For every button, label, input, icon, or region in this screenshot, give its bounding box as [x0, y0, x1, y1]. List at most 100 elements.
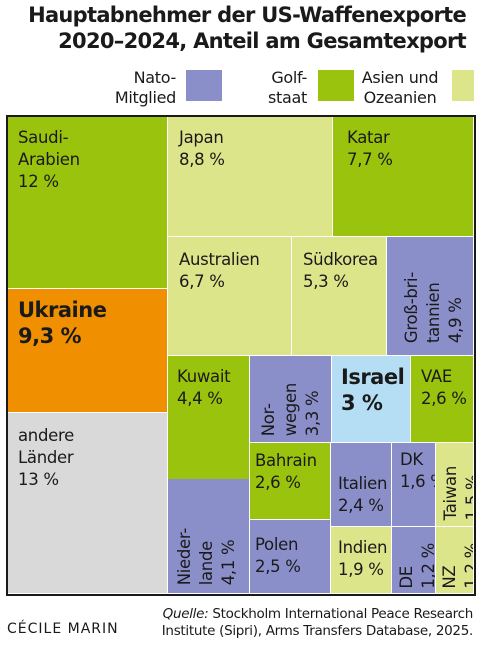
- tile-suedkorea: Südkorea 5,3 %: [292, 237, 387, 356]
- tile-label-katar: Katar 7,7 %: [347, 127, 393, 171]
- tile-value-ukraine: 9,3 %: [18, 324, 82, 348]
- tile-name-norwegen-1: Nor-: [259, 403, 278, 436]
- tile-name-vae: VAE: [421, 367, 453, 386]
- tile-value-bahrain: 2,6 %: [255, 473, 301, 492]
- legend-asia-line-2: Ozeanien: [363, 88, 437, 107]
- tile-japan: Japan 8,8 %: [168, 117, 333, 237]
- tile-label-indien: Indien 1,9 %: [338, 537, 388, 581]
- source-note: Quelle: Stockholm International Peace Re…: [143, 606, 474, 640]
- tile-de: DE 1,2 %: [392, 527, 436, 594]
- legend-nato-line-1: Nato-: [133, 68, 177, 87]
- tile-label-de: DE 1,2 %: [396, 543, 436, 589]
- tile-value-nz: 1,2 %: [462, 543, 474, 589]
- tile-value-australien: 6,7 %: [179, 272, 225, 291]
- tile-label-bahrain: Bahrain 2,6 %: [255, 450, 317, 494]
- tile-value-saudi: 12 %: [18, 172, 59, 191]
- tile-label-polen: Polen 2,5 %: [255, 534, 301, 578]
- tile-name-indien: Indien: [338, 538, 388, 557]
- tile-name-australien: Australien: [179, 250, 260, 269]
- tile-value-polen: 2,5 %: [255, 557, 301, 576]
- tile-name-gb-1: Groß-bri-: [402, 271, 421, 343]
- chart-title-line-1: Hauptabnehmer der US-Waffenexporte: [28, 3, 467, 27]
- chart-title-line-2: 2020–2024, Anteil am Gesamtexport: [58, 29, 467, 53]
- legend-nato-swatch: [186, 70, 222, 101]
- tile-bahrain: Bahrain 2,6 %: [250, 443, 331, 520]
- tile-name-polen: Polen: [255, 535, 299, 554]
- legend-gulf-label: Golf- staat: [252, 68, 307, 108]
- tile-label-japan: Japan 8,8 %: [179, 127, 225, 171]
- tile-value-niederlande: 4,1 %: [219, 539, 238, 585]
- tile-value-de: 1,2 %: [419, 543, 436, 589]
- tile-label-taiwan: Taiwan 1,5 %: [440, 465, 474, 520]
- legend-asia-label: Asien und Ozeanien: [356, 68, 444, 108]
- tile-name-japan: Japan: [179, 128, 224, 147]
- treemap: Saudi- Arabien 12 % Ukraine 9,3 % andere Lände…: [6, 115, 476, 596]
- tile-name-andere-1: andere: [18, 426, 74, 445]
- tile-dk: DK 1,6 %: [392, 443, 436, 527]
- source-label: Quelle:: [162, 606, 209, 622]
- tile-name-gb-2: tannien: [424, 282, 443, 343]
- legend-gulf-line-1: Golf-: [271, 68, 307, 87]
- tile-andere: andere Länder 13 %: [8, 413, 168, 594]
- tile-name-de: DE: [397, 566, 416, 589]
- tile-label-dk: DK 1,6 %: [400, 449, 435, 493]
- tile-value-norwegen: 3,3 %: [303, 390, 322, 436]
- tile-name-suedkorea: Südkorea: [303, 250, 378, 269]
- legend-gulf-line-2: staat: [268, 88, 307, 107]
- tile-value-taiwan: 1,5 %: [463, 474, 474, 520]
- tile-name-niederlande-1: Nieder-: [175, 527, 194, 585]
- tile-name-bahrain: Bahrain: [255, 451, 317, 470]
- tile-name-andere-2: Länder: [18, 448, 74, 467]
- tile-value-japan: 8,8 %: [179, 150, 225, 169]
- tile-name-saudi-2: Arabien: [18, 150, 80, 169]
- tile-gb: Groß-bri-tannien 4,9 %: [387, 237, 474, 356]
- tile-label-suedkorea: Südkorea 5,3 %: [303, 249, 378, 293]
- tile-saudi: Saudi- Arabien 12 %: [8, 117, 168, 289]
- tile-niederlande: Nieder-lande 4,1 %: [168, 479, 250, 594]
- tile-label-norwegen: Nor-wegen 3,3 %: [258, 383, 324, 436]
- tile-label-gb: Groß-bri-tannien 4,9 %: [401, 272, 467, 343]
- tile-name-italien: Italien: [338, 474, 388, 493]
- tile-name-kuwait: Kuwait: [177, 367, 231, 386]
- tile-katar: Katar 7,7 %: [333, 117, 474, 237]
- tile-name-ukraine: Ukraine: [18, 298, 107, 322]
- tile-label-andere: andere Länder 13 %: [18, 425, 74, 491]
- tile-label-australien: Australien 6,7 %: [179, 249, 260, 293]
- tile-label-ukraine: Ukraine 9,3 %: [18, 297, 107, 349]
- tile-name-taiwan: Taiwan: [441, 465, 460, 520]
- author-credit: CÉCILE MARIN: [7, 621, 119, 637]
- chart-title: Hauptabnehmer der US-Waffenexporte 2020–…: [6, 2, 467, 54]
- tile-vae: VAE 2,6 %: [411, 356, 474, 443]
- tile-label-israel: Israel 3 %: [341, 364, 405, 416]
- tile-label-kuwait: Kuwait 4,4 %: [177, 366, 231, 410]
- tile-polen: Polen 2,5 %: [250, 520, 331, 594]
- tile-name-norwegen-2: wegen: [281, 382, 300, 436]
- tile-australien: Australien 6,7 %: [168, 237, 292, 356]
- tile-value-vae: 2,6 %: [421, 389, 467, 408]
- tile-value-israel: 3 %: [341, 391, 383, 415]
- legend-asia-swatch: [452, 70, 474, 101]
- legend-asia-line-1: Asien und: [361, 68, 439, 87]
- tile-indien: Indien 1,9 %: [331, 527, 392, 594]
- tile-label-nz: NZ 1,2 %: [439, 543, 474, 589]
- tile-name-niederlande-2: lande: [197, 540, 216, 585]
- tile-name-dk: DK: [400, 450, 423, 469]
- tile-italien: Italien 2,4 %: [331, 443, 392, 527]
- tile-value-dk: 1,6 %: [400, 472, 435, 491]
- legend-nato-line-2: Mitglied: [114, 88, 176, 107]
- tile-label-niederlande: Nieder-lande 4,1 %: [174, 528, 240, 585]
- tile-israel: Israel 3 %: [332, 356, 411, 443]
- tile-name-nz: NZ: [440, 565, 459, 589]
- tile-label-italien: Italien 2,4 %: [338, 473, 387, 517]
- tile-value-andere: 13 %: [18, 470, 59, 489]
- tile-value-katar: 7,7 %: [347, 150, 393, 169]
- tile-label-saudi: Saudi- Arabien 12 %: [18, 127, 80, 193]
- tile-name-israel: Israel: [341, 365, 405, 389]
- tile-value-italien: 2,4 %: [338, 496, 384, 515]
- tile-nz: NZ 1,2 %: [436, 527, 474, 594]
- tile-value-suedkorea: 5,3 %: [303, 272, 349, 291]
- tile-name-saudi-1: Saudi-: [18, 128, 69, 147]
- tile-name-katar: Katar: [347, 128, 390, 147]
- tile-taiwan: Taiwan 1,5 %: [436, 443, 474, 527]
- tile-label-vae: VAE 2,6 %: [421, 366, 467, 410]
